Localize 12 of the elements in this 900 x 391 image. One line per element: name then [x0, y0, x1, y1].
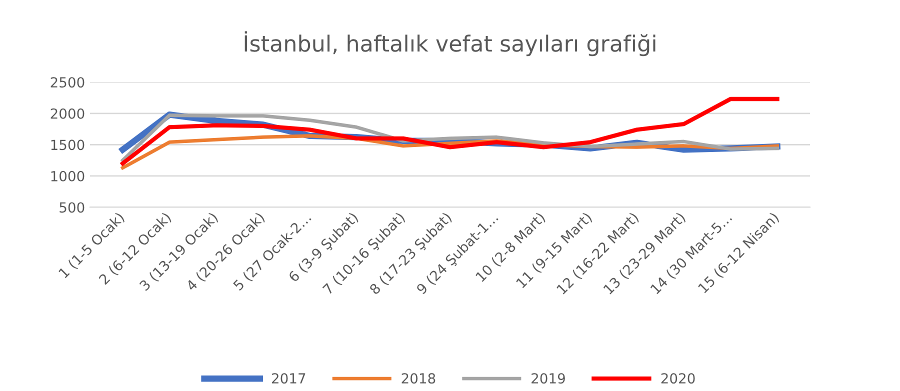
legend-label: 2018: [402, 373, 436, 384]
y-tick-label: 1500: [51, 140, 84, 150]
y-tick-label: 1000: [51, 170, 84, 182]
chart-title: İstanbul, haftalık vefat sayıları grafiği: [244, 31, 656, 56]
y-tick-label: 2000: [50, 108, 84, 119]
legend-label: 2020: [661, 373, 695, 384]
legend-label: 2019: [532, 373, 565, 384]
line-series: [120, 96, 780, 166]
y-tick-label: 2500: [50, 77, 84, 88]
y-tick-label: 500: [60, 202, 84, 213]
legend-label: 2017: [272, 373, 306, 384]
line-series: [120, 114, 780, 162]
